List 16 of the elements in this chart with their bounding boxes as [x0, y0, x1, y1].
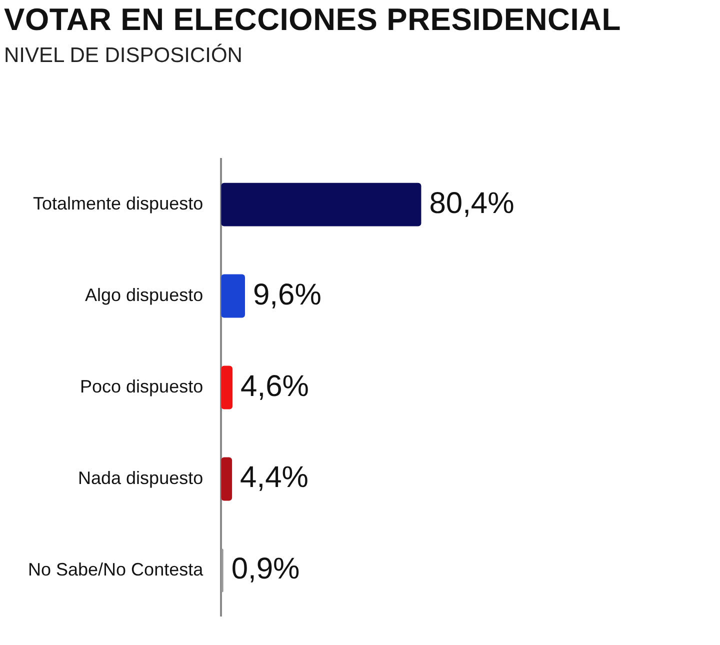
- y-tick-label: Poco dispuesto: [80, 376, 204, 396]
- y-tick-label: Nada dispuesto: [78, 468, 204, 488]
- data-label: 4,6%: [240, 370, 309, 403]
- bar: [221, 457, 232, 501]
- y-tick-label: Totalmente dispuesto: [32, 194, 204, 214]
- chart-title: VOTAR EN ELECCIONES PRESIDENCIAL: [4, 2, 622, 38]
- bar: [221, 274, 245, 318]
- y-tick-label: Algo dispuesto: [85, 284, 204, 305]
- bar: [221, 182, 422, 226]
- data-label: 0,9%: [231, 552, 300, 586]
- data-label: 4,4%: [240, 461, 308, 494]
- y-tick-label: No Sabe/No Contesta: [28, 559, 204, 580]
- data-label: 9,6%: [253, 278, 322, 312]
- chart-subtitle: NIVEL DE DISPOSICIÓN: [4, 44, 242, 68]
- data-label: 80,4%: [429, 186, 514, 220]
- bar: [221, 366, 233, 410]
